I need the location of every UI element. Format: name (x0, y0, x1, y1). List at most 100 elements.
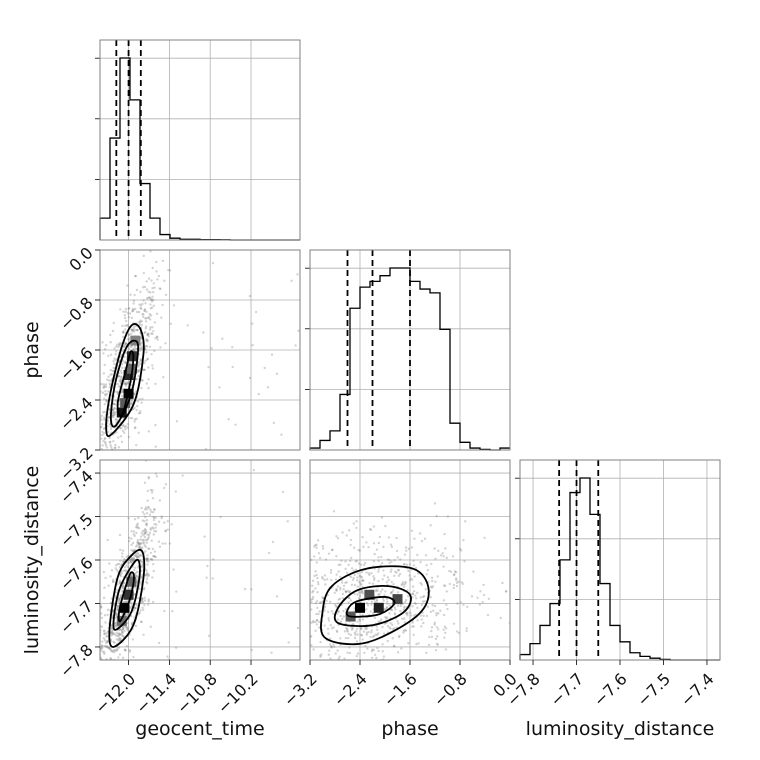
sample-point (454, 577, 458, 580)
hist-step-line (519, 477, 720, 661)
sample-point (331, 548, 334, 552)
sample-point (130, 402, 133, 406)
sample-point (430, 629, 433, 633)
sample-point (119, 574, 122, 578)
sample-point (418, 532, 422, 535)
sample-point (112, 360, 115, 363)
sample-point (415, 642, 418, 646)
sample-point (137, 516, 140, 520)
sample-point (85, 441, 87, 443)
sample-point (124, 324, 127, 327)
sample-point (143, 308, 147, 311)
sample-point (356, 620, 359, 624)
sample-point (126, 382, 130, 385)
sample-point (377, 570, 380, 573)
sample-point (312, 621, 315, 624)
sample-point (178, 457, 180, 459)
sample-point (174, 490, 178, 493)
sample-point (143, 309, 146, 312)
sample-point (124, 344, 127, 347)
sample-point (136, 370, 139, 374)
sample-point (113, 413, 116, 416)
sample-point (310, 598, 313, 601)
sample-point (151, 306, 154, 309)
sample-point (139, 576, 143, 579)
sample-point (360, 583, 363, 586)
sample-point (348, 529, 351, 532)
sample-point (94, 428, 96, 430)
sample-point (114, 567, 117, 570)
sample-point (413, 601, 417, 605)
sample-point (342, 609, 345, 613)
sample-point (403, 617, 406, 620)
sample-point (321, 544, 325, 548)
sample-point (115, 478, 117, 480)
sample-point (345, 626, 348, 630)
sample-point (361, 590, 364, 593)
sample-point (143, 529, 146, 532)
sample-point (137, 320, 141, 324)
sample-point (382, 599, 385, 602)
sample-point (383, 608, 386, 611)
sample-point (333, 661, 335, 663)
sample-point (101, 640, 104, 643)
sample-point (112, 402, 115, 405)
sample-point (124, 569, 127, 572)
sample-point (137, 369, 141, 372)
sample-point (102, 632, 106, 636)
sample-point (452, 583, 456, 587)
contour-line (109, 339, 140, 428)
sample-point (90, 384, 92, 386)
sample-point (406, 611, 409, 615)
sample-point (329, 645, 333, 648)
sample-point (445, 556, 448, 560)
sample-point (147, 332, 150, 336)
sample-point (204, 223, 206, 225)
sample-point (420, 583, 423, 586)
sample-point (356, 572, 359, 575)
sample-point (443, 625, 447, 628)
sample-point (138, 611, 141, 615)
sample-point (109, 440, 112, 444)
sample-point (88, 439, 90, 441)
sample-point (426, 605, 429, 608)
sample-point (97, 425, 99, 427)
sample-point (106, 640, 109, 644)
sample-point (107, 379, 111, 382)
sample-point (393, 606, 397, 609)
sample-point (134, 347, 138, 350)
sample-point (424, 588, 427, 591)
sample-point (111, 631, 115, 634)
sample-point (321, 547, 325, 550)
sample-point (109, 427, 113, 431)
sample-point (372, 634, 376, 638)
sample-point (114, 624, 117, 628)
sample-point (148, 312, 151, 316)
sample-point (125, 342, 128, 345)
sample-point (100, 646, 103, 649)
sample-point (317, 583, 320, 586)
sample-point (125, 627, 129, 631)
sample-point (115, 569, 119, 572)
x-tick-label: −7.5 (633, 669, 674, 710)
sample-point (349, 633, 353, 637)
sample-point (426, 569, 430, 572)
sample-point (145, 382, 148, 385)
sample-point (145, 316, 148, 320)
sample-point (381, 588, 384, 591)
sample-point (413, 537, 416, 540)
sample-point (340, 667, 342, 669)
sample-point (416, 619, 419, 622)
sample-point (135, 288, 139, 292)
sample-point (371, 635, 375, 639)
sample-point (112, 408, 115, 412)
sample-point (137, 552, 140, 555)
sample-point (151, 558, 154, 562)
sample-point (134, 566, 137, 569)
sample-point (121, 549, 125, 552)
sample-point (333, 603, 337, 607)
sample-point (125, 555, 128, 559)
sample-point (353, 592, 356, 596)
sample-point (132, 299, 136, 303)
